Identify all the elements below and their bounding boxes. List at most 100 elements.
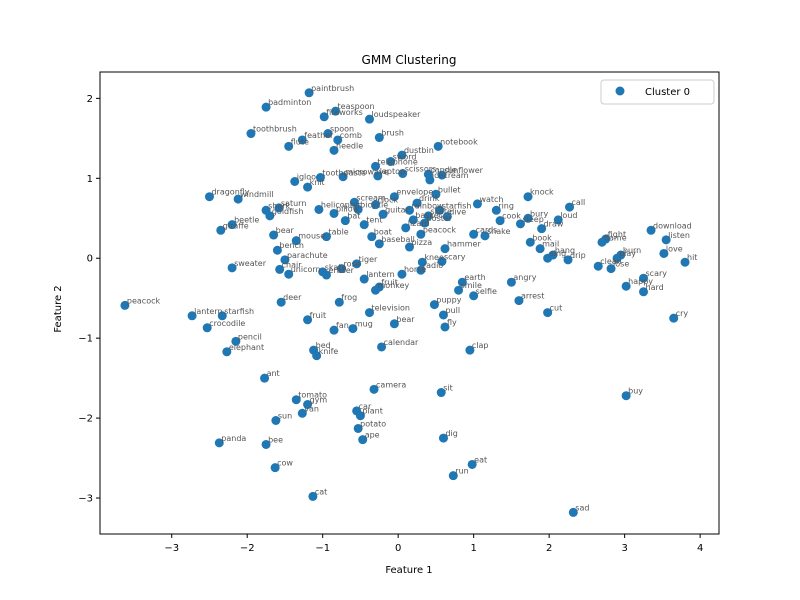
data-point xyxy=(523,192,533,202)
data-point xyxy=(297,408,307,418)
point-label: candle xyxy=(430,165,457,174)
point-label: bear xyxy=(276,226,295,235)
point-label: goldfish xyxy=(272,207,304,216)
data-point xyxy=(431,189,441,199)
data-point xyxy=(364,114,374,124)
legend: Cluster 0 xyxy=(600,79,715,105)
point-label: call xyxy=(572,198,586,207)
point-label: bury xyxy=(530,209,548,218)
data-point xyxy=(377,342,387,352)
data-point xyxy=(323,129,333,139)
point-label: badminton xyxy=(268,98,311,107)
point-label: paintbrush xyxy=(311,84,354,93)
point-label: comb xyxy=(340,131,362,140)
point-label: lose xyxy=(613,260,629,269)
data-point xyxy=(472,199,482,209)
y-tick-label: 0 xyxy=(87,254,93,265)
data-point xyxy=(338,172,348,182)
data-point xyxy=(454,285,464,295)
data-point xyxy=(308,491,318,501)
data-point xyxy=(448,471,458,481)
data-point xyxy=(359,274,369,284)
x-tick-label: 0 xyxy=(395,543,401,554)
data-point xyxy=(621,391,631,401)
data-point xyxy=(397,269,407,279)
point-label: skate xyxy=(430,207,452,216)
point-label: puppy xyxy=(436,296,461,305)
point-label: deer xyxy=(283,293,302,302)
data-point xyxy=(433,141,443,151)
data-point xyxy=(514,296,524,306)
point-label: listen xyxy=(668,231,690,240)
point-label: elephant xyxy=(229,343,264,352)
point-label: boat xyxy=(374,228,392,237)
y-tick-label: 1 xyxy=(87,174,93,185)
data-point xyxy=(216,225,226,235)
data-point xyxy=(480,231,490,241)
point-label: fan xyxy=(336,321,349,330)
data-point xyxy=(321,270,331,280)
data-point xyxy=(436,388,446,398)
point-label: mail xyxy=(542,240,559,249)
x-tick-label: −3 xyxy=(164,543,179,554)
data-point xyxy=(386,157,396,167)
point-label: lantern xyxy=(194,307,222,316)
point-label: shark xyxy=(268,201,290,210)
data-point xyxy=(469,291,479,301)
point-label: scary xyxy=(646,269,668,278)
data-point xyxy=(416,265,426,275)
data-point xyxy=(563,255,573,265)
point-label: scary xyxy=(444,252,466,261)
data-point xyxy=(412,198,422,208)
data-point xyxy=(291,236,301,246)
point-label: mug xyxy=(355,320,373,329)
point-label: beetle xyxy=(234,216,259,225)
x-tick-label: 1 xyxy=(470,543,476,554)
data-point xyxy=(314,204,324,214)
data-point xyxy=(680,257,690,267)
data-point xyxy=(217,311,227,321)
point-label: fruit xyxy=(310,311,327,320)
point-label: camera xyxy=(376,380,406,389)
point-label: sword xyxy=(393,153,417,162)
data-point xyxy=(398,169,408,179)
y-tick-label: −1 xyxy=(78,334,93,345)
point-label: starfish xyxy=(442,201,472,210)
point-label: scream xyxy=(356,193,386,202)
point-label: angry xyxy=(513,273,536,282)
point-label: brush xyxy=(381,129,404,138)
point-label: igloo xyxy=(297,173,316,182)
point-label: spoon xyxy=(330,125,354,134)
point-label: eraser xyxy=(328,266,354,275)
point-label: calendar xyxy=(384,338,419,347)
data-point xyxy=(405,242,414,252)
data-point xyxy=(349,197,359,207)
data-point xyxy=(646,225,656,235)
point-label: hard xyxy=(646,283,664,292)
point-label: dragonfly xyxy=(211,188,249,197)
point-label: basket xyxy=(415,211,442,220)
data-point xyxy=(438,310,448,320)
point-label: cards xyxy=(476,225,498,234)
data-point xyxy=(312,351,322,361)
data-point xyxy=(284,141,294,151)
point-label: peacock xyxy=(423,225,457,234)
data-point xyxy=(515,219,525,229)
data-point xyxy=(352,259,362,269)
data-point xyxy=(304,88,314,98)
data-point xyxy=(204,192,214,202)
data-point xyxy=(435,205,445,215)
point-label: sing xyxy=(550,249,567,258)
x-tick-label: −1 xyxy=(315,543,330,554)
data-point xyxy=(537,224,547,234)
data-point xyxy=(291,395,301,405)
point-label: chair xyxy=(282,260,303,269)
point-label: pizza xyxy=(412,238,433,247)
point-label: flame xyxy=(604,233,627,242)
data-point xyxy=(416,229,426,239)
point-label: baseball xyxy=(381,235,415,244)
data-point xyxy=(568,507,578,517)
point-label: loudspeaker xyxy=(371,110,421,119)
point-label: fireworks xyxy=(326,108,363,117)
point-label: telephone xyxy=(378,157,418,166)
